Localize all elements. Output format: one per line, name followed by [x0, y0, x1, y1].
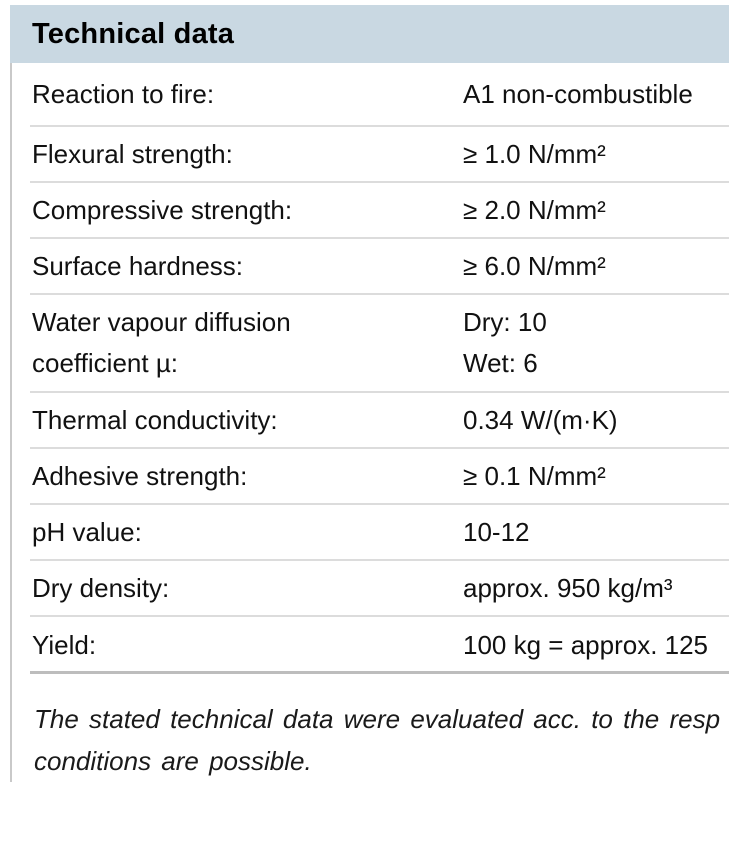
row-label-line: coefficient µ: [32, 348, 179, 378]
table-row: Water vapour diffusion coefficient µ: Dr… [12, 295, 729, 393]
table-row: Thermal conductivity: 0.34 W/(m·K) [12, 393, 729, 449]
row-label: Flexural strength: [32, 139, 233, 170]
row-label: Yield: [32, 629, 97, 660]
section-header-band: Technical data [10, 5, 729, 63]
table-row: Surface hardness: ≥ 6.0 N/mm² [12, 239, 729, 295]
row-value-line: Wet: 6 [463, 348, 538, 378]
footnote-line: The stated technical data were evaluated… [34, 704, 721, 734]
row-label: Surface hardness: [32, 251, 244, 282]
table-row: pH value: 10-12 [12, 505, 729, 561]
table-row: Dry density: approx. 950 kg/m³ [12, 561, 729, 617]
technical-data-table: Reaction to fire: A1 non-combustible Fle… [10, 63, 729, 782]
table-row: Adhesive strength: ≥ 0.1 N/mm² [12, 449, 729, 505]
row-value-line: Dry: 10 [463, 307, 547, 337]
row-value: ≥ 1.0 N/mm² [463, 139, 606, 170]
row-label-line: Water vapour diffusion [32, 307, 291, 337]
row-label: pH value: [32, 517, 142, 548]
row-value: 100 kg = approx. 125 [463, 629, 709, 660]
row-value: A1 non-combustible [463, 79, 693, 110]
table-row: Compressive strength: ≥ 2.0 N/mm² [12, 183, 729, 239]
table-row: Reaction to fire: A1 non-combustible [12, 63, 729, 127]
row-value: 0.34 W/(m·K) [463, 405, 618, 436]
section-title: Technical data [32, 17, 235, 50]
table-row: Flexural strength: ≥ 1.0 N/mm² [12, 127, 729, 183]
row-value: approx. 950 kg/m³ [463, 573, 673, 604]
row-value: Dry: 10 Wet: 6 [463, 302, 729, 384]
row-value: ≥ 2.0 N/mm² [463, 195, 606, 226]
row-label: Thermal conductivity: [32, 405, 278, 436]
row-value: ≥ 0.1 N/mm² [463, 461, 606, 492]
row-label: Water vapour diffusion coefficient µ: [32, 302, 463, 384]
row-label: Adhesive strength: [32, 461, 248, 492]
row-label: Compressive strength: [32, 195, 293, 226]
row-value: ≥ 6.0 N/mm² [463, 251, 606, 282]
table-row: Yield: 100 kg = approx. 125 [12, 617, 729, 674]
row-label: Dry density: [32, 573, 170, 604]
footnote: The stated technical data were evaluated… [12, 674, 729, 782]
row-label: Reaction to fire: [32, 79, 215, 110]
footnote-line: conditions are possible. [34, 746, 312, 776]
row-value: 10-12 [463, 517, 530, 548]
